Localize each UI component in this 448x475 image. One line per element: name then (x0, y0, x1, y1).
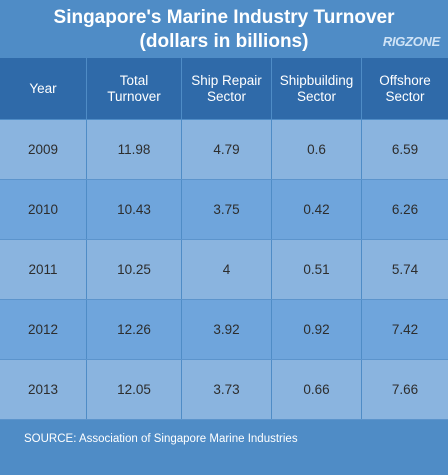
column-header: Offshore Sector (361, 58, 448, 119)
title-line-2: (dollars in billions) (139, 31, 309, 52)
table-body: 2009 11.98 4.79 0.6 6.59 2010 10.43 3.75 0.42 6.2… (0, 120, 448, 420)
table-cell: 10.43 (86, 180, 181, 239)
table-cell: 2011 (28, 262, 58, 277)
source-note: SOURCE: Association of Singapore Marine … (24, 433, 298, 445)
table-cell: 0.51 (271, 240, 361, 299)
table-cell: 7.42 (361, 300, 448, 359)
table-cell: 2009 (27, 142, 59, 157)
column-header: Year (29, 80, 57, 96)
chart-title: Singapore's Marine Industry Turnover (do… (0, 6, 448, 54)
table-cell: 12.05 (86, 360, 181, 419)
table-cell: 0.42 (271, 180, 361, 239)
table-cell: 2013 (27, 382, 59, 397)
column-header: Shipbuilding Sector (271, 58, 361, 119)
table-cell: 6.59 (361, 120, 448, 179)
table-header-row: Year Total Turnover Ship Repair Sector Shipbu… (0, 58, 448, 119)
table-cell: 3.75 (181, 180, 271, 239)
table-cell: 4.79 (181, 120, 271, 179)
table-cell: 0.66 (271, 360, 361, 419)
table-row: 2012 12.26 3.92 0.92 7.42 (0, 300, 448, 360)
rigzone-logo: RIGZONE (382, 34, 440, 49)
table-cell: 3.73 (181, 360, 271, 419)
table-cell: 0.6 (271, 120, 361, 179)
table-cell: 10.25 (86, 240, 181, 299)
table-cell: 2012 (27, 322, 59, 337)
table-row: 2011 10.25 4 0.51 5.74 (0, 240, 448, 300)
table-cell: 5.74 (361, 240, 448, 299)
table-cell: 12.26 (86, 300, 181, 359)
column-header: Ship Repair Sector (181, 58, 271, 119)
title-line-1: Singapore's Marine Industry Turnover (53, 7, 395, 28)
table-cell: 6.26 (361, 180, 448, 239)
table-cell: 0.92 (271, 300, 361, 359)
column-header: Total Turnover (86, 58, 181, 119)
table-row: 2010 10.43 3.75 0.42 6.26 (0, 180, 448, 240)
table-row: 2013 12.05 3.73 0.66 7.66 (0, 360, 448, 420)
table-cell: 11.98 (86, 120, 181, 179)
table-cell: 7.66 (361, 360, 448, 419)
table-cell: 3.92 (181, 300, 271, 359)
table-cell: 2010 (27, 202, 59, 217)
table-cell: 4 (181, 240, 271, 299)
table-row: 2009 11.98 4.79 0.6 6.59 (0, 120, 448, 180)
